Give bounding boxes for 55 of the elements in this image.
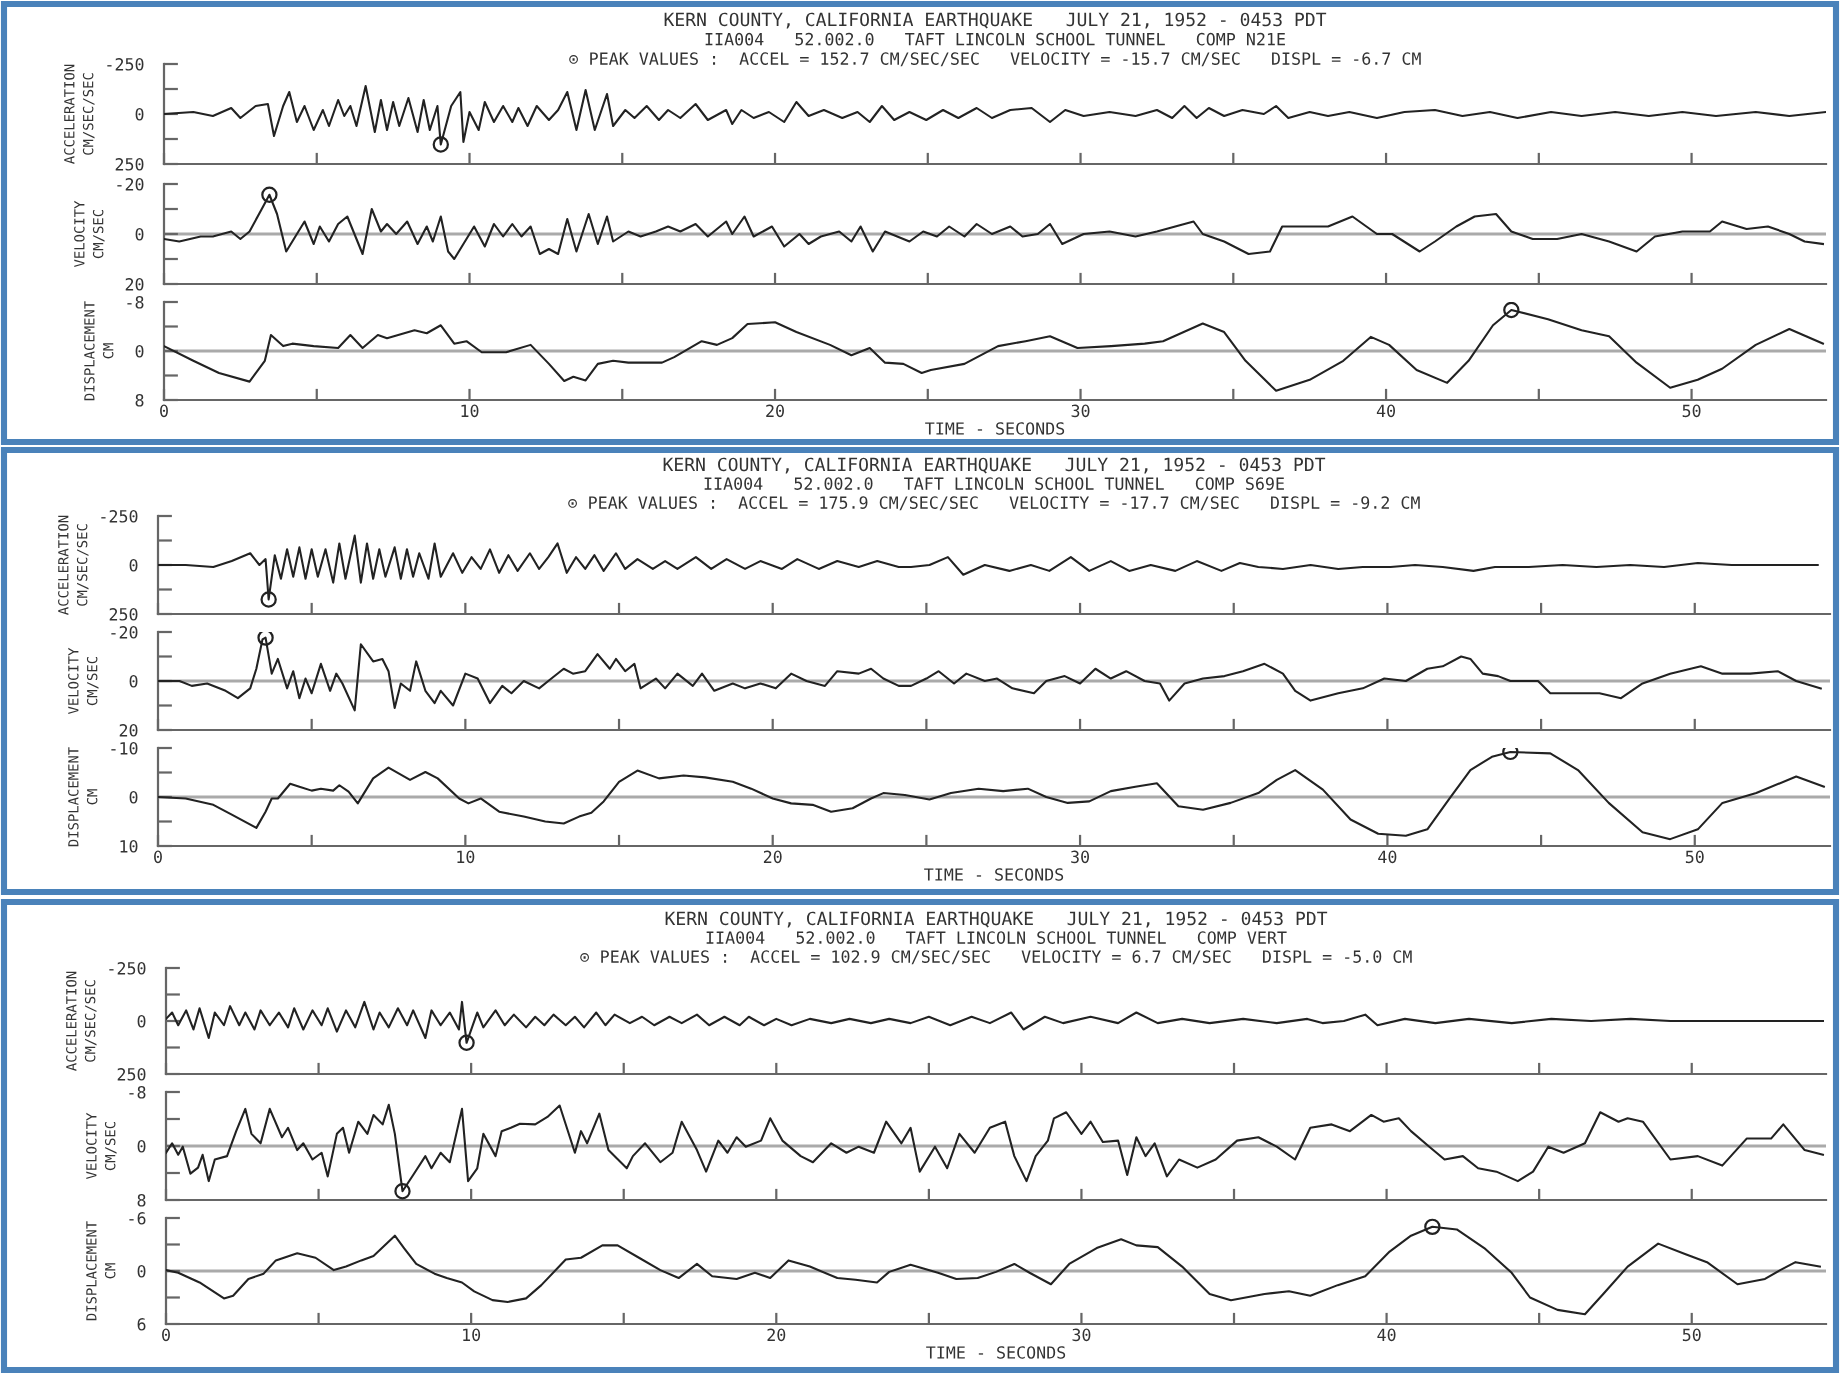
y-tick-label: 0 <box>137 1265 146 1278</box>
y-tick-label: 0 <box>135 108 144 121</box>
x-tick-label: 50 <box>1682 404 1701 418</box>
y-tick-label: 0 <box>129 791 138 804</box>
x-tick-label: 50 <box>1682 1328 1701 1342</box>
x-tick-label: 40 <box>1376 404 1396 418</box>
y-tick-label: -8 <box>127 296 144 309</box>
y-tick-label: 0 <box>137 1140 146 1153</box>
x-tick-label: 30 <box>1072 1328 1091 1342</box>
x-tick-label: 30 <box>1071 850 1090 864</box>
chart-subtitle: IIA004 52.002.0 TAFT LINCOLN SCHOOL TUNNEL COMP N21E ⊙ PEAK VALUES : ACCEL = 152.7 CM/SEC/SEC VELOCITY = -15.7 CM/SEC DISPL = -6.7 CM <box>569 32 1421 67</box>
y-tick-label: -8 <box>129 1086 146 1099</box>
x-tick-label: 20 <box>766 404 784 418</box>
y-tick-label: 8 <box>135 394 144 407</box>
x-axis-title: TIME - SECONDS <box>924 868 1064 881</box>
y-tick-label: 0 <box>129 559 138 572</box>
y-tick-label: -6 <box>129 1212 146 1225</box>
y-tick-label: 0 <box>135 345 144 358</box>
y-tick-label: 0 <box>129 675 138 688</box>
y-tick-label: 250 <box>109 608 138 621</box>
y-tick-label: 0 <box>135 228 144 241</box>
x-tick-label: 30 <box>1071 404 1090 418</box>
x-tick-label: 40 <box>1378 850 1397 864</box>
x-tick-label: 0 <box>160 404 168 418</box>
y-tick-label: -20 <box>111 626 138 639</box>
chart-subtitle: IIA004 52.002.0 TAFT LINCOLN SCHOOL TUNNEL COMP VERT ⊙ PEAK VALUES : ACCEL = 102.9 CM/SEC/SEC VELOCITY = 6.7 CM/SEC DISPL = -5.0 CM <box>580 931 1412 965</box>
y-tick-label: 6 <box>137 1318 146 1331</box>
x-tick-label: 0 <box>162 1328 170 1342</box>
x-tick-label: 20 <box>763 850 782 864</box>
y-tick-label: 20 <box>125 278 144 291</box>
chart-title: KERN COUNTY, CALIFORNIA EARTHQUAKE JULY 21, 1952 - 0453 PDT <box>665 911 1328 928</box>
line-series <box>158 750 1825 841</box>
y-tick-label: -250 <box>101 510 138 523</box>
y-tick-label: 250 <box>117 1068 146 1081</box>
y-tick-label: -20 <box>117 178 144 191</box>
x-tick-label: 50 <box>1685 850 1704 864</box>
y-tick-label: -10 <box>111 742 138 755</box>
y-tick-label: 10 <box>120 840 138 853</box>
x-tick-label: 0 <box>154 850 162 864</box>
x-axis-title: TIME - SECONDS <box>926 1346 1066 1359</box>
chart-title: KERN COUNTY, CALIFORNIA EARTHQUAKE JULY 21, 1952 - 0453 PDT <box>663 457 1326 474</box>
x-axis-title: TIME - SECONDS <box>925 422 1065 435</box>
y-tick-label: 250 <box>115 158 144 171</box>
y-tick-label: 8 <box>137 1194 146 1207</box>
x-tick-label: 20 <box>767 1328 786 1342</box>
x-tick-label: 40 <box>1377 1328 1396 1342</box>
x-tick-label: 10 <box>457 850 475 864</box>
y-tick-label: -250 <box>109 962 146 975</box>
y-tick-label: -250 <box>107 58 144 71</box>
x-tick-label: 10 <box>463 1328 481 1342</box>
y-tick-label: 20 <box>119 724 138 737</box>
chart-title: KERN COUNTY, CALIFORNIA EARTHQUAKE JULY 21, 1952 - 0453 PDT <box>664 12 1327 29</box>
chart-subtitle: IIA004 52.002.0 TAFT LINCOLN SCHOOL TUNNEL COMP S69E ⊙ PEAK VALUES : ACCEL = 175.9 CM/SEC/SEC VELOCITY = -17.7 CM/SEC DISPL = -9.2 CM <box>568 477 1420 511</box>
x-tick-label: 10 <box>461 404 479 418</box>
y-tick-label: 0 <box>137 1015 146 1028</box>
